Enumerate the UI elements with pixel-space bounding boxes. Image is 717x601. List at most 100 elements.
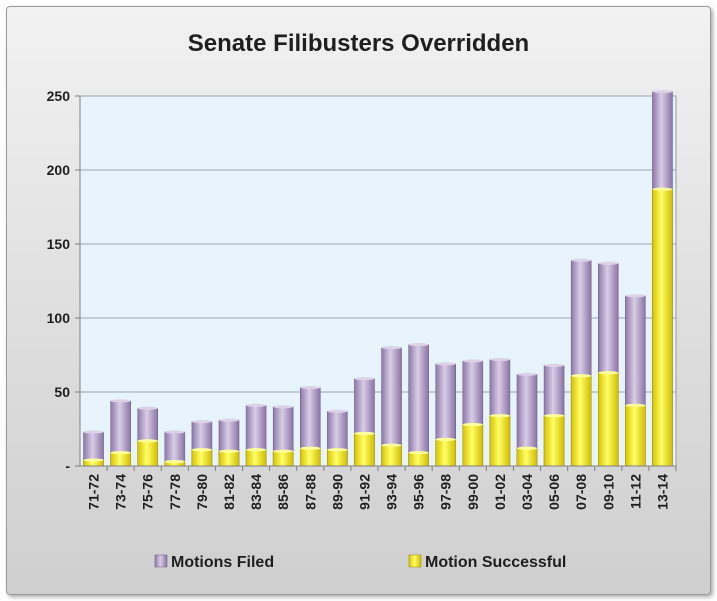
bar-motion-successful-13-14: [652, 188, 673, 467]
bar-motions-filed-95-96: [408, 344, 429, 467]
bar-cap: [598, 261, 619, 265]
y-tick-label: 150: [47, 236, 71, 252]
bar-cap: [381, 346, 402, 350]
bar-motion-successful-81-82: [218, 450, 240, 467]
bar-cap: [110, 399, 131, 403]
bar-cap: [571, 374, 592, 378]
bar-cap: [354, 377, 375, 381]
bar-cap: [273, 449, 294, 453]
bar-cap: [625, 294, 646, 298]
bar-cap: [83, 430, 104, 434]
bar-cap: [83, 458, 104, 462]
x-tick-label: 87-88: [302, 474, 318, 510]
y-axis-ticks: - 50 100 150 200 250: [47, 88, 80, 474]
bar-cap: [462, 359, 483, 363]
x-tick-label: 93-94: [384, 474, 400, 510]
bar-cap: [327, 448, 348, 452]
bar-cap: [489, 414, 510, 418]
y-tick-label: 50: [54, 384, 70, 400]
bar-cap: [110, 451, 131, 455]
bar-motion-successful-89-90: [327, 449, 348, 467]
x-tick-label: 13-14: [654, 474, 670, 510]
x-tick-label: 09-10: [600, 474, 616, 510]
bar-cap: [435, 437, 456, 441]
bar-cap: [273, 405, 294, 409]
x-axis-ticks: 71-72 73-74 75-76 77-78 79-80 81-82 83-84 85-86…: [86, 466, 677, 510]
bar-motion-successful-93-94: [381, 445, 402, 467]
bar-motion-successful-83-84: [245, 449, 267, 467]
y-tick-label: -: [65, 458, 70, 474]
legend-label-motion-successful: Motion Successful: [425, 554, 566, 571]
bar-cap: [218, 449, 240, 453]
bar-motion-successful-11-12: [625, 405, 646, 467]
bar-cap: [246, 403, 267, 407]
bar-cap: [300, 385, 321, 390]
bar-cap: [381, 443, 402, 447]
bar-cap: [191, 448, 212, 452]
bar-motion-successful-87-88: [299, 447, 321, 467]
chart-title: Senate Filibusters Overridden: [187, 30, 530, 57]
y-tick-label: 200: [47, 162, 71, 178]
legend-label-motions-filed: Motions Filed: [171, 554, 274, 571]
x-tick-label: 81-82: [221, 474, 237, 510]
bar-motion-successful-73-74: [110, 452, 131, 467]
y-tick-label: 100: [47, 310, 71, 326]
bar-cap: [408, 343, 429, 347]
x-tick-label: 05-06: [546, 474, 562, 510]
bar-motion-successful-07-08: [570, 375, 592, 467]
bar-cap: [246, 448, 267, 452]
bar-motion-successful-05-06: [543, 415, 565, 467]
x-tick-label: 83-84: [248, 474, 264, 510]
bar-motion-successful-91-92: [354, 433, 375, 467]
bar-cap: [544, 363, 565, 367]
x-tick-label: 95-96: [411, 474, 427, 510]
bar-cap: [462, 422, 483, 427]
bar-motion-successful-97-98: [435, 439, 457, 467]
bar-cap: [164, 459, 185, 464]
bar-cap: [652, 89, 673, 94]
bar-cap: [652, 187, 673, 191]
bar-motion-successful-79-80: [191, 449, 213, 467]
bar-cap: [354, 431, 375, 436]
legend-swatch-motion-successful: [408, 554, 422, 568]
bar-cap: [408, 451, 429, 455]
bar-cap: [516, 372, 538, 376]
bar-cap: [625, 403, 646, 407]
bar-cap: [327, 409, 348, 413]
bar-cap: [435, 362, 456, 366]
bar-motion-successful-03-04: [516, 447, 538, 467]
y-tick-label: 250: [47, 88, 71, 104]
bar-cap: [137, 406, 158, 410]
x-tick-label: 91-92: [356, 474, 372, 510]
bar-cap: [191, 420, 212, 424]
bar-motion-successful-09-10: [597, 372, 619, 467]
bar-motion-successful-95-96: [408, 452, 429, 467]
x-tick-label: 07-08: [573, 474, 589, 510]
bar-cap: [218, 418, 240, 422]
legend-swatch-motions-filed: [154, 554, 168, 568]
x-tick-label: 03-04: [519, 474, 535, 510]
x-tick-label: 89-90: [329, 474, 345, 510]
x-tick-label: 71-72: [86, 474, 102, 510]
bar-motion-successful-75-76: [137, 440, 159, 467]
x-tick-label: 75-76: [140, 474, 156, 510]
bar-cap: [137, 439, 158, 443]
x-tick-label: 11-12: [627, 474, 643, 509]
bar-cap: [516, 446, 538, 450]
x-tick-label: 79-80: [194, 474, 210, 510]
bar-cap: [544, 414, 565, 418]
x-tick-label: 99-00: [465, 474, 481, 510]
x-tick-label: 77-78: [167, 474, 183, 510]
bar-motion-successful-99-00: [462, 424, 484, 467]
bar-cap: [571, 258, 592, 262]
x-tick-label: 73-74: [113, 474, 129, 510]
bar-cap: [598, 371, 619, 375]
bar-cap: [164, 430, 185, 434]
legend: Motions Filed Motion Successful: [154, 554, 566, 571]
x-tick-label: 97-98: [438, 474, 454, 510]
bar-cap: [489, 357, 510, 362]
x-tick-label: 85-86: [275, 474, 291, 510]
bar-motion-successful-01-02: [489, 415, 511, 467]
bar-motion-successful-85-86: [272, 450, 294, 467]
